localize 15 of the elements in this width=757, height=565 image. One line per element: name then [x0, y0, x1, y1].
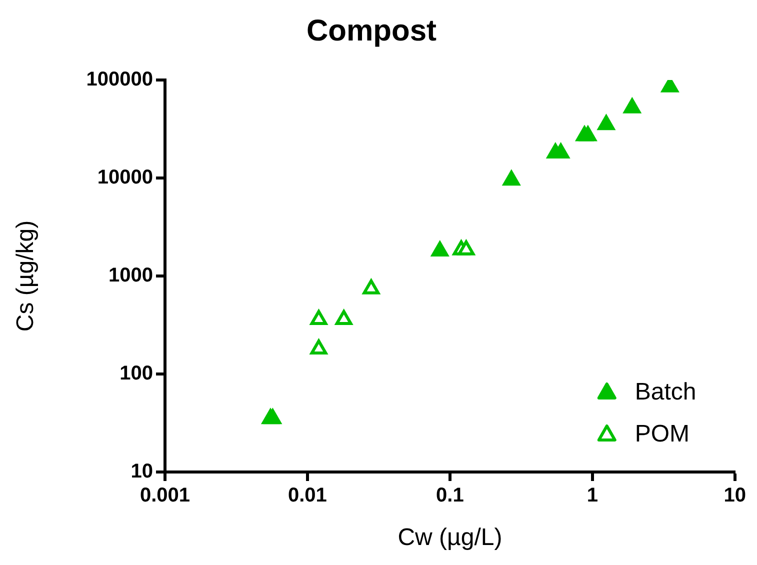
y-axis-title: Cs (µg/kg): [12, 220, 40, 332]
x-axis-title: Cw (µg/L): [398, 524, 502, 552]
y-tick-label: 10000: [97, 166, 153, 189]
x-tick-label: 1: [586, 484, 598, 507]
chart-title: Compost: [306, 14, 436, 48]
x-tick-label: 0.1: [436, 484, 464, 507]
legend-label: POM: [634, 420, 690, 448]
y-tick-label: 1000: [108, 264, 153, 287]
x-tick-label: 0.01: [288, 484, 327, 507]
y-tick-label: 100000: [86, 68, 153, 91]
legend-label: Batch: [634, 378, 696, 406]
x-tick-label: 0.001: [140, 484, 190, 507]
x-tick-label: 10: [724, 484, 746, 507]
y-tick-label: 10: [130, 460, 153, 483]
y-tick-label: 100: [120, 362, 153, 385]
